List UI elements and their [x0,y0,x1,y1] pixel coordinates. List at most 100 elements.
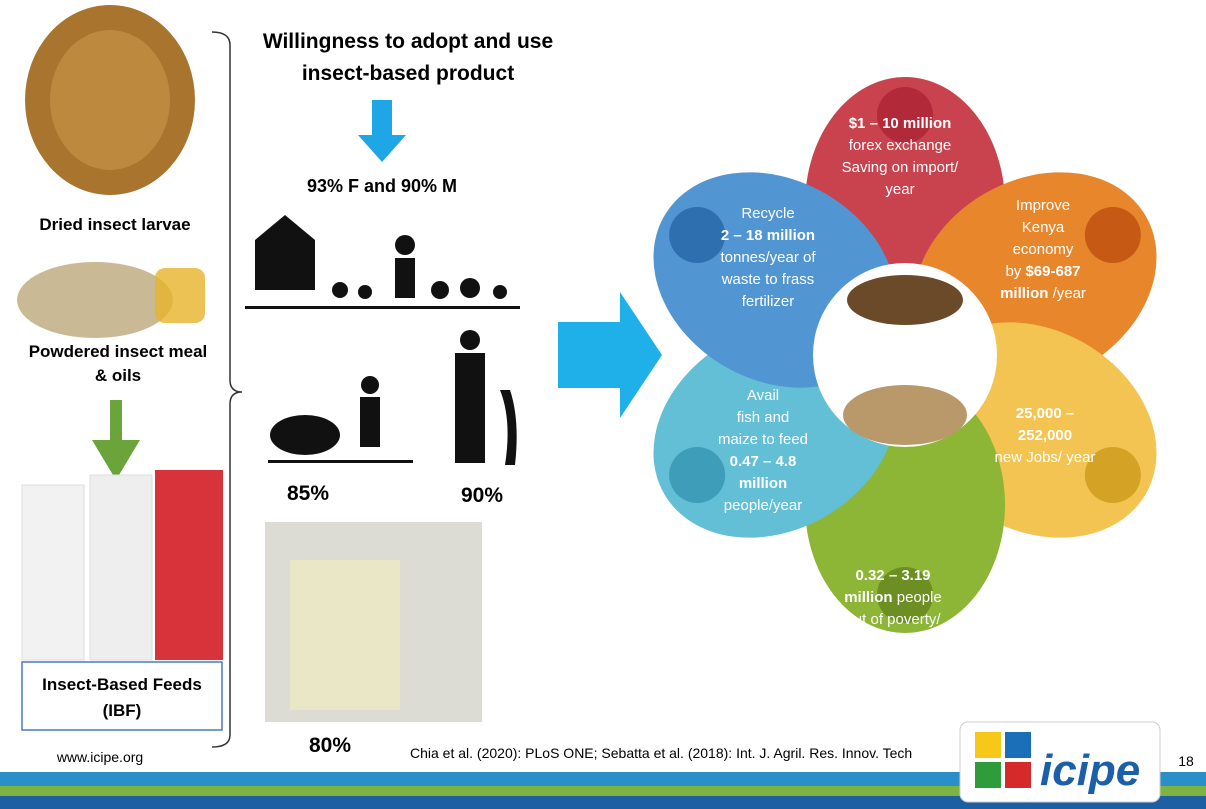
ibf-label-2: (IBF) [103,701,142,720]
stripe-green [0,786,1206,796]
petal-text: out of poverty/ [845,611,941,628]
petal-text: fertilizer [742,293,795,310]
logo-square-1 [975,732,1001,758]
petal-line: million /year [1000,285,1086,302]
petal-text: forex exchange [849,137,952,154]
petal-text: waste to frass [721,271,815,288]
petal-line: 0.47 – 4.8 [730,453,797,470]
petal-line: year [885,181,914,198]
petal-text: million [844,589,892,606]
meal-pile [843,385,967,445]
logo-square-2 [1005,732,1031,758]
petal-line: forex exchange [849,137,952,154]
feed-bag-2 [89,474,153,661]
petal-tip [669,207,726,263]
blue-right-arrow [558,292,662,418]
stripe-dark [0,796,1206,809]
petal-text: /year [1048,285,1086,302]
petal-line: 25,000 – [1016,405,1074,422]
petal-tip [669,447,726,503]
petal-text: year [885,181,914,198]
petal-text: $69-687 [1025,263,1080,280]
petal-text: million [739,475,787,492]
larvae-bowl [847,275,963,325]
petal-text: Avail [747,387,779,404]
meal-image [17,262,173,338]
petal-line: out of poverty/ [845,611,941,628]
petal-line: fish and [737,409,790,426]
petal-line: economy [1013,241,1074,258]
petal-line: 252,000 [1018,427,1072,444]
petal-line: Kenya [1022,219,1065,236]
petal-text: 252,000 [1018,427,1072,444]
pig-stat: 85% [287,482,329,505]
petal-line: million people [844,589,942,606]
petal-line: waste to frass [721,271,815,288]
website: www.icipe.org [56,749,143,765]
petal-text: 25,000 – [1016,405,1074,422]
fish-stat: 90% [461,484,503,507]
poultry-stat: 93% F and 90% M [307,176,457,196]
petal-line: tonnes/year of [720,249,816,266]
larvae-label: Dried insect larvae [39,215,190,234]
title-line-2: insect-based product [302,62,514,85]
meal-label-1: Powdered insect meal [29,342,208,361]
oil-image [155,268,205,323]
petal-line: new Jobs/ year [995,449,1096,466]
petal-text: fish and [737,409,790,426]
petal-line: Recycle [741,205,794,222]
petal-line: $1 – 10 million [849,115,952,132]
meal-label-2: & oils [95,366,141,385]
citation: Chia et al. (2020): PLoS ONE; Sebatta et… [410,745,912,761]
feed-bag-3 [155,470,223,660]
petal-text: people [893,589,942,606]
petal-text: Recycle [741,205,794,222]
petal-text: 2 – 18 million [721,227,815,244]
petal-line: fertilizer [742,293,795,310]
bracket [211,31,243,748]
stripe-blue [0,772,1206,786]
petal-text: $1 – 10 million [849,115,952,132]
petal-line: year [878,633,907,650]
petal-line: 2 – 18 million [721,227,815,244]
petal-text: maize to feed [718,431,808,448]
pig-silhouettes [268,330,517,465]
petal-line: maize to feed [718,431,808,448]
logo-text: icipe [1040,746,1140,795]
ibf-label-1: Insect-Based Feeds [42,675,202,694]
petal-tip [1084,207,1141,263]
page-number: 18 [1178,753,1194,769]
petal-text: 0.32 – 3.19 [855,567,930,584]
petal-line: Avail [747,387,779,404]
petal-tip [1084,447,1141,503]
petal-text: people/year [724,497,802,514]
poultry-silhouettes [245,215,520,309]
petal-text: Improve [1016,197,1070,214]
blue-down-arrow [358,100,406,162]
green-arrow [92,400,140,480]
petal-tip [877,567,933,623]
petal-line: Saving on import/ [842,159,960,176]
petal-text: Kenya [1022,219,1065,236]
petal-text: Saving on import/ [842,159,960,176]
petal-line: Improve [1016,197,1070,214]
title-line-1: Willingness to adopt and use [263,30,553,53]
petal-diagram: $1 – 10 million forex exchange Saving on i… [653,77,1157,650]
petal-line: 0.32 – 3.19 [855,567,930,584]
mill-stat: 80% [309,734,351,757]
petal-text: million [1000,285,1048,302]
petal-text: year [878,633,907,650]
logo-square-3 [975,762,1001,788]
petal-text: 0.47 – 4.8 [730,453,797,470]
petal-text: new Jobs/ year [995,449,1096,466]
petal-text: by [1005,263,1025,280]
petal-line: people/year [724,497,802,514]
petal-line: million [739,475,787,492]
logo-square-4 [1005,762,1031,788]
mill-machine [290,560,400,710]
ibf-box [21,661,223,731]
petal-text: tonnes/year of [720,249,816,266]
petal-line: by $69-687 [1005,263,1080,280]
